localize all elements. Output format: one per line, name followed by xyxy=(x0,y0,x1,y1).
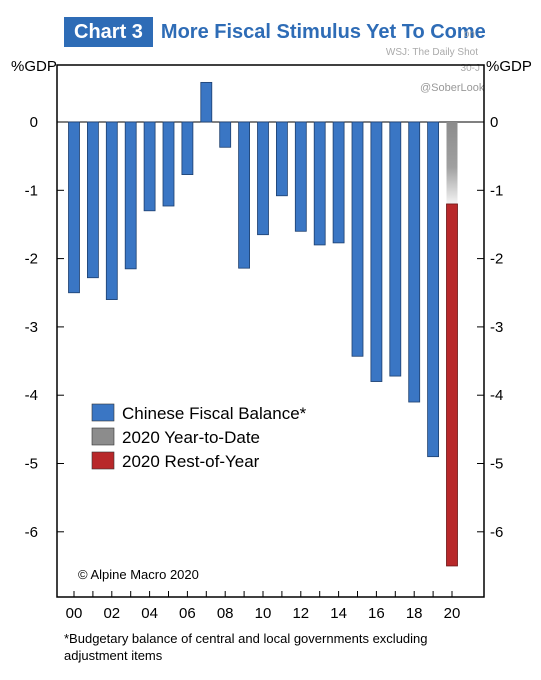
legend-2020-ytd-label: 2020 Year-to-Date xyxy=(122,428,260,447)
twitter-handle: @SoberLook xyxy=(420,82,485,94)
y-tick-label-right: 0 xyxy=(490,114,498,131)
legend-fiscal-balance-label: Chinese Fiscal Balance* xyxy=(122,404,307,423)
bar-2020-rest xyxy=(446,203,458,567)
bar-fiscal-balance xyxy=(181,121,194,175)
y-tick-label-left: -3 xyxy=(25,319,38,336)
bar-fiscal-balance xyxy=(294,121,307,232)
x-tick-label: 14 xyxy=(330,605,347,622)
bar-fiscal-balance xyxy=(87,121,99,279)
bar-fiscal-balance xyxy=(143,121,156,212)
chart-title: More Fiscal Stimulus Yet To Come xyxy=(160,21,486,43)
bar-fiscal-balance xyxy=(389,121,402,377)
bar-fiscal-balance xyxy=(238,121,251,269)
y-tick-label-left: -5 xyxy=(25,456,38,473)
legend-2020-rest-swatch xyxy=(91,451,115,470)
x-tick-label: 16 xyxy=(368,605,385,622)
copyright: © Alpine Macro 2020 xyxy=(78,567,199,582)
bar-2020-ytd xyxy=(446,122,458,204)
chart-header: Chart 3 More Fiscal Stimulus Yet To Come xyxy=(64,17,486,47)
bar-fiscal-balance xyxy=(332,121,345,244)
source-line-2: WSJ: The Daily Shot xyxy=(385,47,478,58)
bar-fiscal-balance xyxy=(68,121,80,294)
bar-fiscal-balance xyxy=(257,121,269,236)
legend-fiscal-balance-swatch xyxy=(91,403,115,422)
y-tick-label-left: 0 xyxy=(30,114,38,131)
y-tick-label-right: -1 xyxy=(490,182,503,199)
footnote: *Budgetary balance of central and local … xyxy=(64,631,428,663)
y-tick-label-right: -2 xyxy=(490,251,503,268)
x-tick-label: 06 xyxy=(179,605,196,622)
right-axis-unit: %GDP xyxy=(486,58,532,75)
plot-frame xyxy=(56,64,485,598)
y-tick-label-left: -6 xyxy=(25,524,38,541)
source-line-1: on xyxy=(463,29,475,40)
bar-fiscal-balance xyxy=(275,121,288,197)
x-tick-label: 10 xyxy=(255,605,272,622)
y-tick-label-left: -2 xyxy=(25,251,38,268)
bar-fiscal-balance xyxy=(351,121,364,357)
bar-fiscal-balance xyxy=(219,121,232,148)
bar-fiscal-balance xyxy=(370,121,383,382)
chart-number-tag: Chart 3 xyxy=(64,17,153,47)
bar-fiscal-balance xyxy=(313,121,326,246)
y-tick-label-left: -1 xyxy=(25,182,38,199)
x-tick-label: 08 xyxy=(217,605,234,622)
y-tick-label-right: -5 xyxy=(490,456,503,473)
source-line-3: 30-J xyxy=(460,63,480,74)
chart-plot: 0 0-1 -1-2 -2-3 -3-4 -4-5 -5-6 -600 02 04 06 08 10 12… xyxy=(25,64,503,622)
left-axis-unit: %GDP xyxy=(11,58,57,75)
x-tick-label: 02 xyxy=(103,605,120,622)
bar-fiscal-balance xyxy=(408,121,421,403)
y-tick-label-left: -4 xyxy=(25,387,38,404)
bar-fiscal-balance xyxy=(162,121,175,207)
bar-fiscal-balance xyxy=(105,121,118,300)
x-tick-label: 04 xyxy=(141,605,158,622)
x-tick-label: 12 xyxy=(292,605,309,622)
legend-2020-rest-label: 2020 Rest-of-Year xyxy=(122,452,260,471)
x-tick-label: 18 xyxy=(406,605,423,622)
bar-fiscal-balance xyxy=(200,81,213,123)
y-tick-label-right: -4 xyxy=(490,387,503,404)
x-tick-label: 00 xyxy=(66,605,83,622)
legend-2020-ytd-swatch xyxy=(91,427,115,446)
bar-fiscal-balance xyxy=(427,121,440,458)
y-tick-label-right: -3 xyxy=(490,319,503,336)
x-tick-label: 20 xyxy=(444,605,461,622)
bar-fiscal-balance xyxy=(124,121,137,270)
y-tick-label-right: -6 xyxy=(490,524,503,541)
